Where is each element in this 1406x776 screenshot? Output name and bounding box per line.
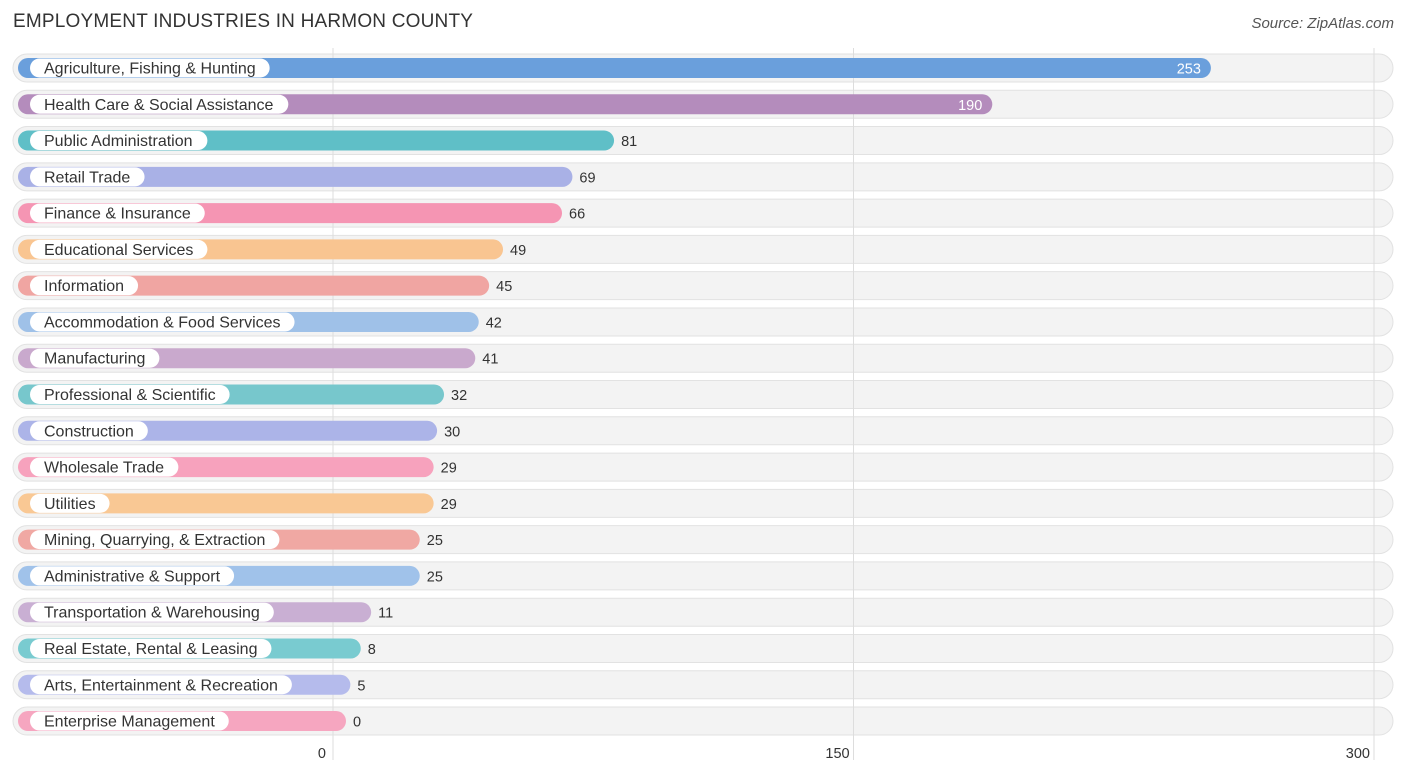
value-label: 32 (451, 388, 467, 404)
bar-label-pill (30, 638, 272, 658)
value-label: 8 (368, 642, 376, 658)
bar-label: Utilities (44, 496, 96, 513)
bar-label: Finance & Insurance (44, 206, 191, 223)
bar-label-pill (30, 457, 179, 477)
bar-label-pill (30, 203, 205, 223)
value-label: 190 (958, 98, 982, 114)
value-label: 42 (486, 315, 502, 331)
value-label: 49 (510, 243, 526, 259)
bar-row: Construction 30 (18, 420, 460, 441)
value-label: 0 (353, 715, 361, 731)
row-background (12, 633, 1394, 663)
bar-label: Transportation & Warehousing (44, 605, 260, 622)
bar-label-pill (30, 312, 295, 332)
x-tick-label: 0 (318, 746, 326, 762)
bar-label-pill (30, 566, 235, 586)
bar-label-pill (30, 421, 148, 441)
x-tick-label: 300 (1346, 746, 1370, 762)
bar-row: Enterprise Management 0 (18, 711, 361, 732)
value-label: 66 (569, 207, 585, 223)
bar-label: Real Estate, Rental & Leasing (44, 641, 257, 658)
bar-label: Enterprise Management (44, 714, 215, 731)
bar-row: Mining, Quarrying, & Extraction 25 (18, 529, 443, 550)
bar-row: Public Administration 81 (18, 130, 637, 151)
bar-label-pill (30, 675, 292, 695)
bar-label-pill (30, 530, 280, 550)
bar-label-pill (30, 131, 208, 151)
bar-label-pill (30, 239, 208, 259)
bar-row: Professional & Scientific 32 (18, 384, 467, 405)
value-label: 25 (427, 533, 443, 549)
bar[interactable] (18, 58, 1211, 78)
value-label: 30 (444, 424, 460, 440)
bar-label-pill (30, 385, 230, 405)
value-label: 69 (579, 170, 595, 186)
bar-label: Arts, Entertainment & Recreation (44, 677, 278, 694)
bar-label: Mining, Quarrying, & Extraction (44, 532, 265, 549)
bar-row: Information 45 (18, 275, 512, 296)
x-tick-label: 150 (825, 746, 849, 762)
value-label: 29 (441, 461, 457, 477)
bar-row: Agriculture, Fishing & Hunting 253 (18, 58, 1211, 78)
bar-row: Wholesale Trade 29 (18, 457, 457, 478)
value-label: 5 (357, 678, 365, 694)
bar-label-pill (30, 94, 289, 114)
bar-label: Administrative & Support (44, 568, 221, 585)
bar-label: Retail Trade (44, 169, 130, 186)
value-label: 45 (496, 279, 512, 295)
bar-label: Accommodation & Food Services (44, 314, 281, 331)
bar-label: Educational Services (44, 242, 193, 259)
row-background (12, 706, 1394, 736)
bar-label-pill (30, 58, 270, 78)
bar-label: Construction (44, 423, 134, 440)
bar-label-pill (30, 711, 229, 731)
bar-row: Manufacturing 41 (18, 348, 498, 369)
bar-label-pill (30, 167, 145, 187)
value-label: 29 (441, 497, 457, 513)
chart-title: EMPLOYMENT INDUSTRIES IN HARMON COUNTY (13, 11, 474, 32)
bar-row: Arts, Entertainment & Recreation 5 (18, 674, 365, 695)
bar-label-pill (30, 276, 139, 296)
bar-label: Manufacturing (44, 351, 145, 368)
bar-label-pill (30, 602, 274, 622)
bar-label: Agriculture, Fishing & Hunting (44, 61, 256, 78)
value-label: 253 (1177, 62, 1201, 78)
value-label: 25 (427, 569, 443, 585)
bar-label: Information (44, 278, 124, 295)
bar[interactable] (18, 166, 573, 187)
bar-label: Professional & Scientific (44, 387, 216, 404)
bar[interactable] (18, 493, 434, 514)
bar-row: Finance & Insurance 66 (18, 203, 585, 224)
bar-row: Real Estate, Rental & Leasing 8 (18, 638, 376, 659)
bar-row: Transportation & Warehousing 11 (18, 602, 393, 623)
bar-row: Retail Trade 69 (18, 166, 596, 187)
bar-label-pill (30, 493, 110, 513)
chart-source: Source: ZipAtlas.com (1251, 15, 1394, 32)
bar-row: Administrative & Support 25 (18, 565, 443, 586)
row-background (12, 670, 1394, 700)
bar-label: Public Administration (44, 133, 193, 150)
bar-row: Utilities 29 (18, 493, 457, 514)
bar-row: Educational Services 49 (18, 239, 526, 260)
bar-label: Wholesale Trade (44, 460, 164, 477)
value-label: 81 (621, 134, 637, 150)
bar-label-pill (30, 348, 160, 368)
bar-row: Accommodation & Food Services 42 (18, 311, 502, 332)
value-label: 11 (378, 606, 393, 622)
bar-label: Health Care & Social Assistance (44, 97, 274, 114)
bar-row: Health Care & Social Assistance 190 (18, 94, 993, 115)
value-label: 41 (482, 352, 498, 368)
